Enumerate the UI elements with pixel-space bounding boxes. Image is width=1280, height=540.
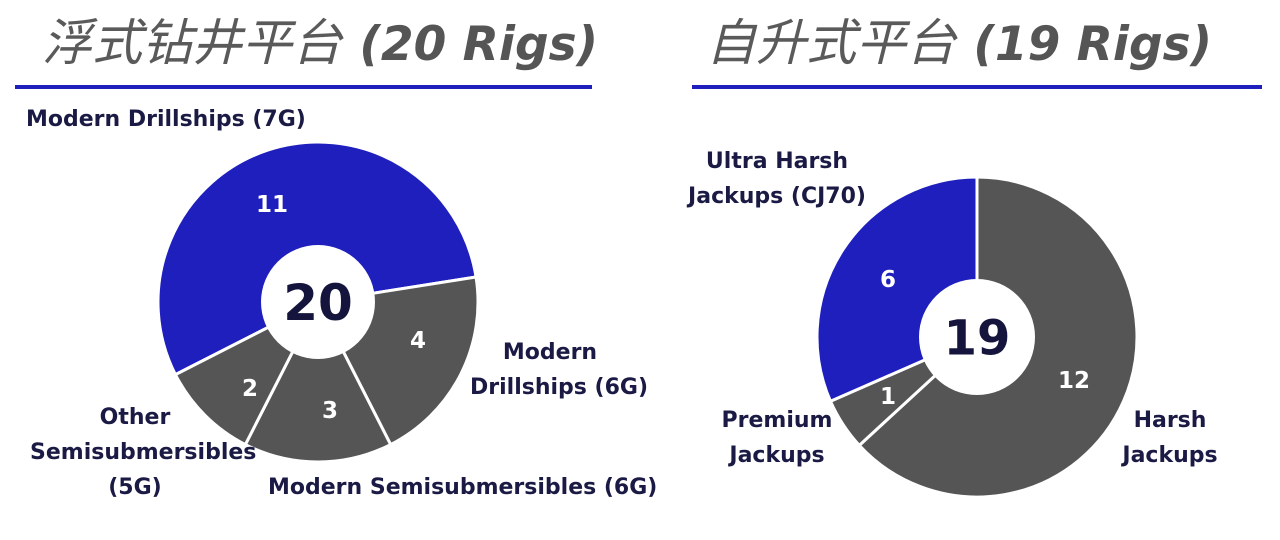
label-line: Modern Drillships (7G) [26, 107, 306, 132]
left-label-other-semisubmersibles-5g: Other Semisubmersibles (5G) [30, 400, 257, 505]
left-label-modern-drillships-6g: Modern Drillships (6G) [470, 335, 649, 405]
label-line: Modern [502, 340, 598, 365]
label-line: Drillships (6G) [470, 375, 649, 400]
label-line: Modern Semisubmersibles (6G) [268, 475, 658, 500]
donut-total-left: 20 [283, 274, 353, 332]
right-panel-title: 自升式平台 (19 Rigs) [706, 6, 1212, 82]
slice-value-left-1: 4 [410, 328, 426, 354]
label-line: Harsh [1133, 408, 1207, 433]
pie-slice-left-2 [243, 300, 393, 464]
slice-value-right-1: 1 [880, 384, 896, 410]
label-line: Other [99, 405, 171, 430]
slice-value-right-0: 12 [1058, 368, 1090, 394]
label-line: Ultra Harsh [705, 149, 849, 174]
slice-value-left-2: 3 [322, 398, 338, 424]
right-title-underline [692, 85, 1262, 89]
donut-total-right: 19 [944, 310, 1011, 366]
right-label-premium-jackups: Premium Jackups [702, 403, 852, 473]
label-line: Premium [721, 408, 833, 433]
slice-value-left-3: 2 [242, 376, 258, 402]
label-line: Jackups [1122, 443, 1218, 468]
slice-value-right-2: 6 [880, 267, 896, 293]
donut-center-right [919, 279, 1035, 395]
slice-value-left-0: 11 [256, 192, 288, 218]
label-line: Semisubmersibles [30, 440, 257, 465]
right-label-harsh-jackups: Harsh Jackups [1100, 403, 1240, 473]
donut-center-left [261, 245, 375, 359]
label-line: Jackups [729, 443, 825, 468]
left-panel-title: 浮式钻井平台 (20 Rigs) [42, 6, 598, 82]
left-title-count: (20 Rigs) [359, 17, 599, 72]
left-title-underline [15, 85, 592, 89]
right-title-count: (19 Rigs) [973, 17, 1213, 72]
label-line: (5G) [108, 475, 162, 500]
left-label-modern-drillships-7g: Modern Drillships (7G) [26, 102, 306, 137]
left-title-chinese: 浮式钻井平台 [42, 14, 342, 72]
right-label-ultra-harsh-jackups: Ultra Harsh Jackups (CJ70) [682, 144, 872, 214]
right-title-chinese: 自升式平台 [706, 14, 956, 72]
label-line: Jackups (CJ70) [688, 184, 866, 209]
left-label-modern-semisubmersibles-6g: Modern Semisubmersibles (6G) [268, 470, 657, 505]
